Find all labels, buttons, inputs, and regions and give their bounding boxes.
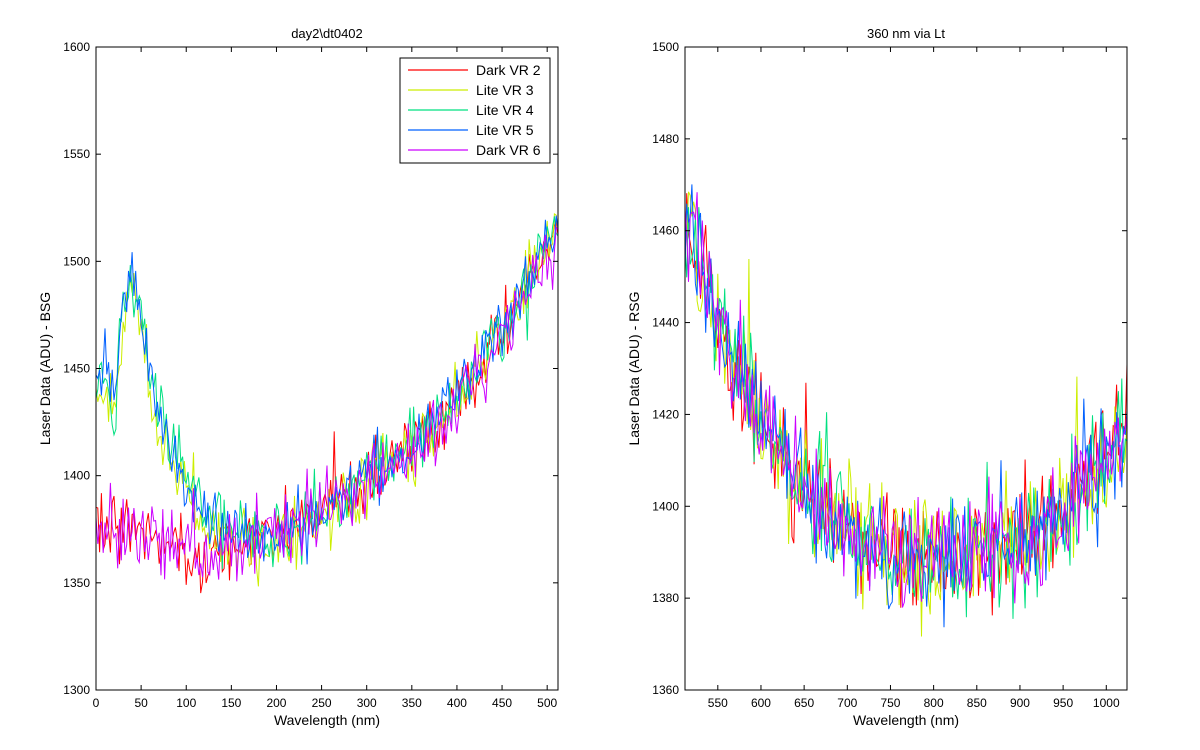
series-line-dark-vr-6 [96,226,558,582]
y-tick-label: 1420 [652,407,679,421]
x-tick-label: 350 [402,696,422,710]
chart-2: 550 600 650 700 750 800 850 900 950 1000 1360 1380 1… [626,26,1128,728]
legend-entry-label: Dark VR 2 [476,62,541,78]
x-tick-label: 600 [751,696,771,710]
y-tick-label: 1500 [652,40,679,54]
series-line-dark-vr-6 [685,192,1127,608]
legend-entry-label: Lite VR 5 [476,122,534,138]
x-axis-label: Wavelength (nm) [853,712,959,728]
x-tick-label: 850 [967,696,987,710]
plot-area [685,47,1127,690]
x-tick-label: 1000 [1093,696,1120,710]
x-tick-label: 950 [1053,696,1073,710]
x-tick-label: 500 [537,696,557,710]
chart-1: 0 50 100 150 200 250 300 350 400 450 500 1300 1350 14… [37,26,559,728]
y-tick-label: 1550 [63,147,90,161]
x-tick-label: 0 [93,696,100,710]
legend-entry-label: Dark VR 6 [476,142,541,158]
x-tick-label: 900 [1010,696,1030,710]
y-tick-label: 1400 [63,469,90,483]
y-tick-label: 1450 [63,362,90,376]
chart-title: 360 nm via Lt [867,26,945,41]
y-axis-label: Laser Data (ADU) - BSG [37,292,53,445]
y-tick-label: 1360 [652,683,679,697]
y-tick-label: 1600 [63,40,90,54]
x-tick-label: 300 [357,696,377,710]
legend-entry-label: Lite VR 3 [476,82,534,98]
series-line-lite-vr-5 [685,184,1127,628]
x-tick-label: 650 [794,696,814,710]
x-tick-label: 450 [492,696,512,710]
x-tick-label: 400 [447,696,467,710]
y-tick-label: 1500 [63,254,90,268]
x-tick-label: 250 [312,696,332,710]
legend-entry-label: Lite VR 4 [476,102,534,118]
chart-title: day2\dt0402 [291,26,363,41]
x-tick-label: 550 [708,696,728,710]
series-group [96,212,558,594]
legend: Dark VR 2 Lite VR 3 Lite VR 4 Lite VR 5 Dark… [399,57,551,164]
y-tick-label: 1380 [652,591,679,605]
y-tick-label: 1460 [652,224,679,238]
x-tick-label: 700 [837,696,857,710]
y-tick-label: 1400 [652,499,679,513]
x-axis-label: Wavelength (nm) [274,712,380,728]
y-tick-label: 1480 [652,132,679,146]
x-tick-label: 800 [924,696,944,710]
x-tick-label: 150 [221,696,241,710]
y-tick-label: 1440 [652,316,679,330]
x-tick-label: 750 [880,696,900,710]
y-tick-label: 1350 [63,576,90,590]
x-tick-label: 100 [176,696,196,710]
y-axis-label: Laser Data (ADU) - RSG [626,291,642,445]
x-tick-label: 200 [266,696,286,710]
y-tick-label: 1300 [63,683,90,697]
x-tick-label: 50 [134,696,148,710]
axes-box [684,46,1128,691]
series-group [685,184,1127,637]
